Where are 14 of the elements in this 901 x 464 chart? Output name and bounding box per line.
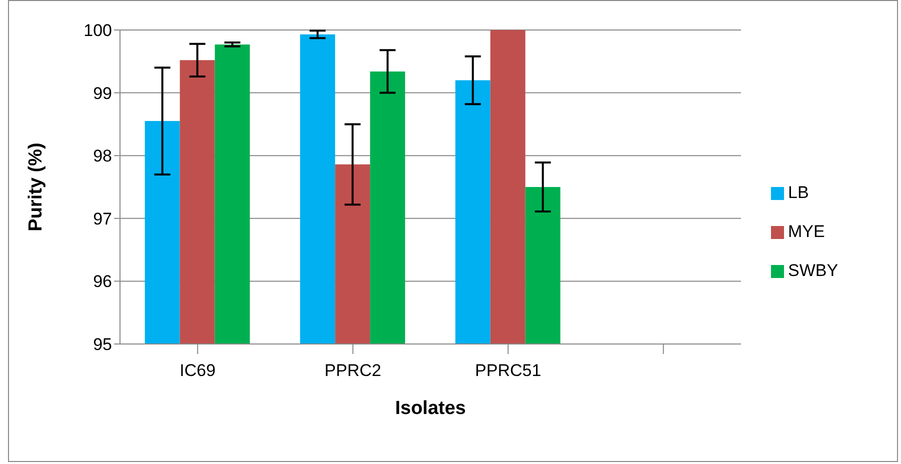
y-tick-label: 99 (93, 84, 112, 103)
y-tick-label: 97 (93, 209, 112, 228)
y-tick-label: 95 (93, 335, 112, 354)
x-tick-label: PPRC51 (475, 361, 542, 380)
y-tick-label: 100 (84, 21, 112, 40)
legend-label: MYE (788, 222, 825, 240)
y-tick-label: 98 (93, 146, 112, 166)
y-axis-title: Purity (%) (26, 142, 47, 232)
x-tick-label: PPRC2 (324, 361, 382, 380)
legend-label: LB (788, 182, 809, 202)
legend-label: SWBY (788, 260, 838, 280)
x-tick-label: IC69 (180, 361, 216, 380)
x-axis-title: Isolates (395, 398, 466, 419)
y-tick-label: 96 (93, 272, 112, 292)
